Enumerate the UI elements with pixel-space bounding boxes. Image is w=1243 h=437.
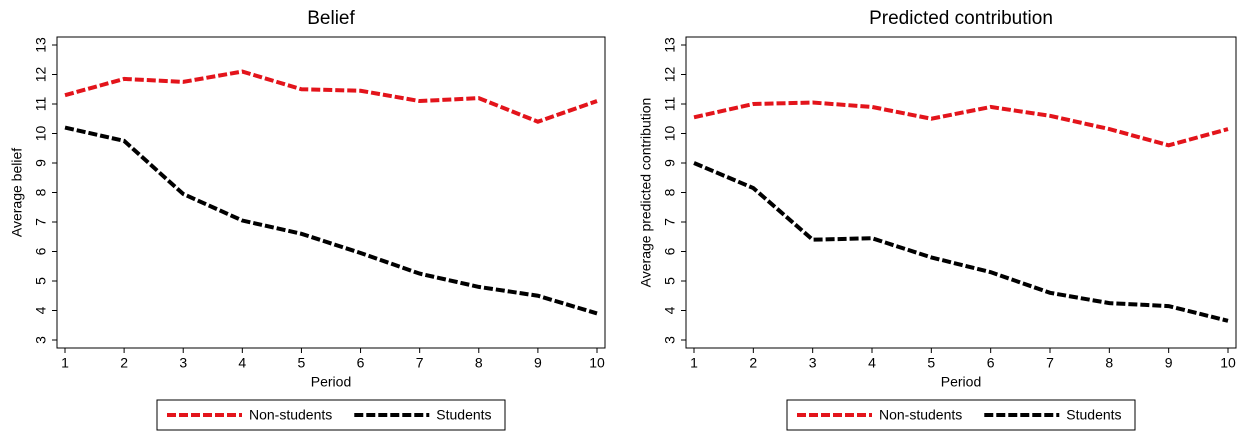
y-tick-label: 13 <box>662 37 678 53</box>
y-tick-label: 12 <box>662 67 678 83</box>
y-tick-label: 7 <box>33 218 49 226</box>
y-tick-label: 7 <box>662 218 678 226</box>
y-tick-label: 4 <box>33 306 49 314</box>
chart-title: Belief <box>307 8 355 29</box>
y-tick-label: 11 <box>33 97 49 112</box>
x-tick-label: 7 <box>1046 355 1054 371</box>
x-tick-label: 3 <box>179 355 187 371</box>
x-tick-label: 5 <box>927 355 935 371</box>
y-tick-label: 10 <box>33 126 49 142</box>
y-axis-label: Average predicted contribution <box>638 98 654 288</box>
plot-frame <box>56 36 606 349</box>
x-tick-label: 4 <box>238 355 246 371</box>
y-tick-label: 3 <box>662 336 678 344</box>
y-tick-label: 13 <box>33 37 49 53</box>
y-tick-label: 11 <box>662 97 678 112</box>
x-tick-label: 3 <box>809 355 817 371</box>
data-line <box>693 100 1229 148</box>
plot-frame <box>685 36 1237 349</box>
x-axis-label: Period <box>941 374 981 390</box>
y-tick-label: 9 <box>662 159 678 167</box>
data-line <box>64 125 598 316</box>
x-tick-label: 6 <box>987 355 995 371</box>
x-tick-label: 5 <box>298 355 306 371</box>
x-tick-label: 2 <box>120 355 128 371</box>
y-tick-label: 3 <box>33 336 49 344</box>
x-tick-label: 8 <box>475 355 483 371</box>
x-tick-label: 4 <box>868 355 876 371</box>
legend-label: Students <box>436 407 491 423</box>
x-tick-label: 1 <box>690 355 698 371</box>
chart-title: Predicted contribution <box>869 8 1053 29</box>
x-tick-label: 7 <box>416 355 424 371</box>
y-tick-label: 10 <box>662 126 678 142</box>
x-tick-label: 2 <box>749 355 757 371</box>
x-tick-label: 8 <box>1105 355 1113 371</box>
y-tick-label: 8 <box>33 188 49 196</box>
x-tick-label: 9 <box>1165 355 1173 371</box>
y-tick-label: 9 <box>33 159 49 167</box>
data-line <box>693 161 1229 323</box>
legend-label: Non-students <box>249 407 332 423</box>
y-tick-label: 6 <box>662 247 678 255</box>
data-line <box>64 69 598 124</box>
x-tick-label: 6 <box>357 355 365 371</box>
x-tick-label: 9 <box>534 355 542 371</box>
chart: Predicted contribution Period Average pred… <box>638 8 1237 431</box>
y-tick-label: 8 <box>662 188 678 196</box>
y-tick-label: 5 <box>33 277 49 285</box>
legend-box <box>786 399 1136 431</box>
y-tick-label: 6 <box>33 247 49 255</box>
y-tick-label: 5 <box>662 277 678 285</box>
y-tick-label: 4 <box>662 306 678 314</box>
legend-label: Students <box>1066 407 1121 423</box>
x-tick-label: 1 <box>61 355 69 371</box>
x-tick-label: 10 <box>589 355 605 371</box>
y-tick-label: 12 <box>33 67 49 83</box>
x-axis-label: Period <box>311 374 351 390</box>
legend-label: Non-students <box>879 407 962 423</box>
y-axis-label: Average belief <box>9 148 25 237</box>
x-tick-label: 10 <box>1220 355 1236 371</box>
